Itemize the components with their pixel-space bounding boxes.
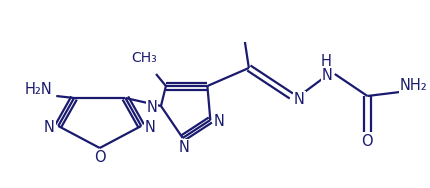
Text: N: N	[294, 92, 305, 106]
Text: N: N	[147, 99, 157, 114]
Text: N: N	[144, 120, 156, 134]
Text: N: N	[178, 139, 189, 155]
Text: N: N	[322, 68, 332, 83]
Text: O: O	[94, 149, 105, 164]
Text: H: H	[320, 55, 332, 70]
Text: O: O	[362, 133, 373, 149]
Text: N: N	[44, 120, 55, 134]
Text: CH₃: CH₃	[131, 51, 157, 65]
Text: N: N	[214, 114, 225, 129]
Text: H₂N: H₂N	[25, 83, 52, 98]
Text: NH₂: NH₂	[400, 79, 428, 93]
